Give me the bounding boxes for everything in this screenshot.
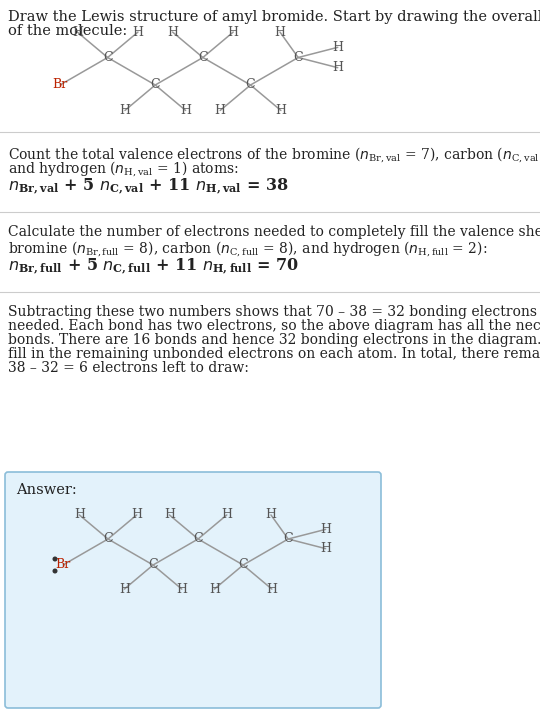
Text: H: H (119, 583, 130, 596)
Text: $n_{\mathregular{Br,val}}$ + 5 $n_{\mathregular{C,val}}$ + 11 $n_{\mathregular{H: $n_{\mathregular{Br,val}}$ + 5 $n_{\math… (8, 176, 288, 196)
Text: H: H (176, 583, 187, 596)
Text: Subtracting these two numbers shows that 70 – 38 = 32 bonding electrons are: Subtracting these two numbers shows that… (8, 305, 540, 319)
Circle shape (53, 569, 57, 573)
Text: $n_{\mathregular{Br,full}}$ + 5 $n_{\mathregular{C,full}}$ + 11 $n_{\mathregular: $n_{\mathregular{Br,full}}$ + 5 $n_{\mat… (8, 256, 299, 275)
Text: H: H (180, 104, 191, 117)
Text: H: H (74, 508, 85, 521)
Text: H: H (266, 508, 276, 521)
Text: H: H (131, 508, 142, 521)
Text: C: C (238, 559, 248, 572)
Text: H: H (266, 583, 278, 596)
Text: H: H (167, 26, 178, 38)
Text: H: H (332, 40, 343, 54)
Text: C: C (246, 79, 255, 92)
Text: bromine ($n_{\mathregular{Br,full}}$ = 8), carbon ($n_{\mathregular{C,full}}$ = : bromine ($n_{\mathregular{Br,full}}$ = 8… (8, 239, 488, 258)
FancyBboxPatch shape (5, 472, 381, 708)
Text: C: C (103, 51, 112, 64)
Text: H: H (275, 104, 286, 117)
Text: C: C (103, 532, 113, 545)
Text: C: C (148, 559, 158, 572)
Text: Br: Br (52, 79, 68, 92)
Text: H: H (332, 61, 343, 74)
Text: H: H (209, 583, 220, 596)
Text: H: H (215, 104, 226, 117)
Text: fill in the remaining unbonded electrons on each atom. In total, there remain: fill in the remaining unbonded electrons… (8, 347, 540, 361)
Text: C: C (198, 51, 208, 64)
Text: H: H (274, 26, 286, 38)
Text: H: H (320, 523, 331, 536)
Text: C: C (284, 532, 293, 545)
Text: H: H (119, 104, 131, 117)
Text: H: H (72, 26, 83, 38)
Text: H: H (228, 26, 239, 38)
Text: C: C (293, 51, 303, 64)
Text: C: C (151, 79, 160, 92)
Text: bonds. There are 16 bonds and hence 32 bonding electrons in the diagram. Lastly,: bonds. There are 16 bonds and hence 32 b… (8, 333, 540, 347)
Text: Answer:: Answer: (16, 483, 77, 497)
Circle shape (53, 557, 57, 561)
Text: H: H (320, 542, 331, 555)
Text: Draw the Lewis structure of amyl bromide. Start by drawing the overall structure: Draw the Lewis structure of amyl bromide… (8, 10, 540, 24)
Text: H: H (164, 508, 175, 521)
Text: Count the total valence electrons of the bromine ($n_{\mathregular{Br,val}}$ = 7: Count the total valence electrons of the… (8, 145, 540, 165)
Text: needed. Each bond has two electrons, so the above diagram has all the necessary: needed. Each bond has two electrons, so … (8, 319, 540, 333)
Text: C: C (193, 532, 203, 545)
Text: 38 – 32 = 6 electrons left to draw:: 38 – 32 = 6 electrons left to draw: (8, 361, 249, 375)
Text: Calculate the number of electrons needed to completely fill the valence shells f: Calculate the number of electrons needed… (8, 225, 540, 239)
Text: and hydrogen ($n_{\mathregular{H,val}}$ = 1) atoms:: and hydrogen ($n_{\mathregular{H,val}}$ … (8, 159, 239, 179)
Text: Br: Br (56, 559, 71, 572)
Text: of the molecule:: of the molecule: (8, 24, 127, 38)
Text: H: H (221, 508, 232, 521)
Text: H: H (132, 26, 144, 38)
